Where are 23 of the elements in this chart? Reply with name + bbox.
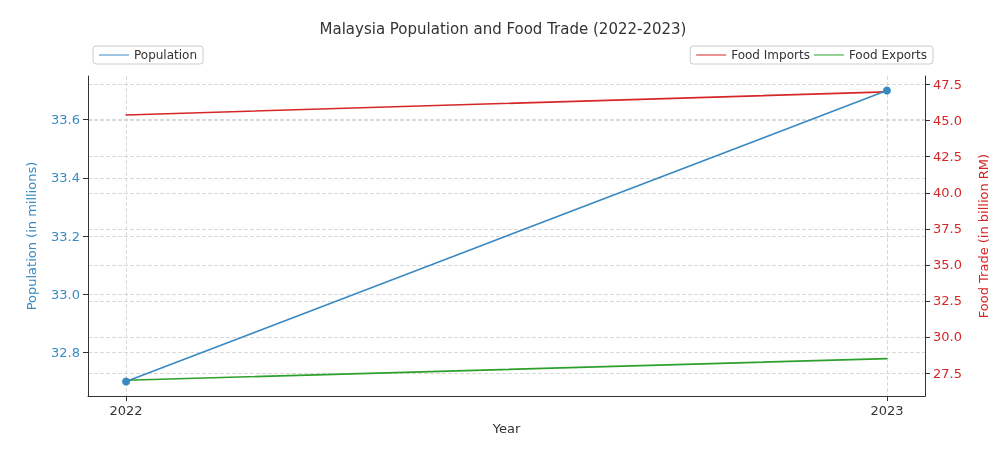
y2-tick-label: 42.5 [933,149,962,165]
y-tick-label: 33.0 [51,286,80,302]
x-axis-title: Year [491,421,521,436]
y-tick-label: 33.4 [51,170,80,186]
y-tick-label: 33.2 [51,228,80,244]
y2-tick-label: 40.0 [933,185,962,201]
y2-axis-title: Food Trade (in billion RM) [976,153,991,319]
y2-tick-label: 45.0 [933,113,962,129]
y2-tick-label: 30.0 [933,329,962,345]
y-tick-label: 33.6 [51,112,80,128]
x-tick-label: 2022 [109,403,143,419]
y2-tick-label: 37.5 [933,221,962,237]
y2-tick-label: 35.0 [933,257,962,273]
x-tick-label: 2023 [870,403,904,419]
chart-title: Malaysia Population and Food Trade (2022-2023) [319,19,687,38]
legend-label: Food Exports [848,48,927,62]
y2-tick-label: 27.5 [933,365,962,381]
y-axis-title: Population (in millions) [24,161,39,311]
y2-tick-label: 47.5 [933,77,962,93]
legend-label: Population [134,48,198,62]
y-tick-label: 32.8 [51,344,80,360]
legend-label: Food Imports [731,48,810,62]
y2-tick-label: 32.5 [933,293,962,309]
